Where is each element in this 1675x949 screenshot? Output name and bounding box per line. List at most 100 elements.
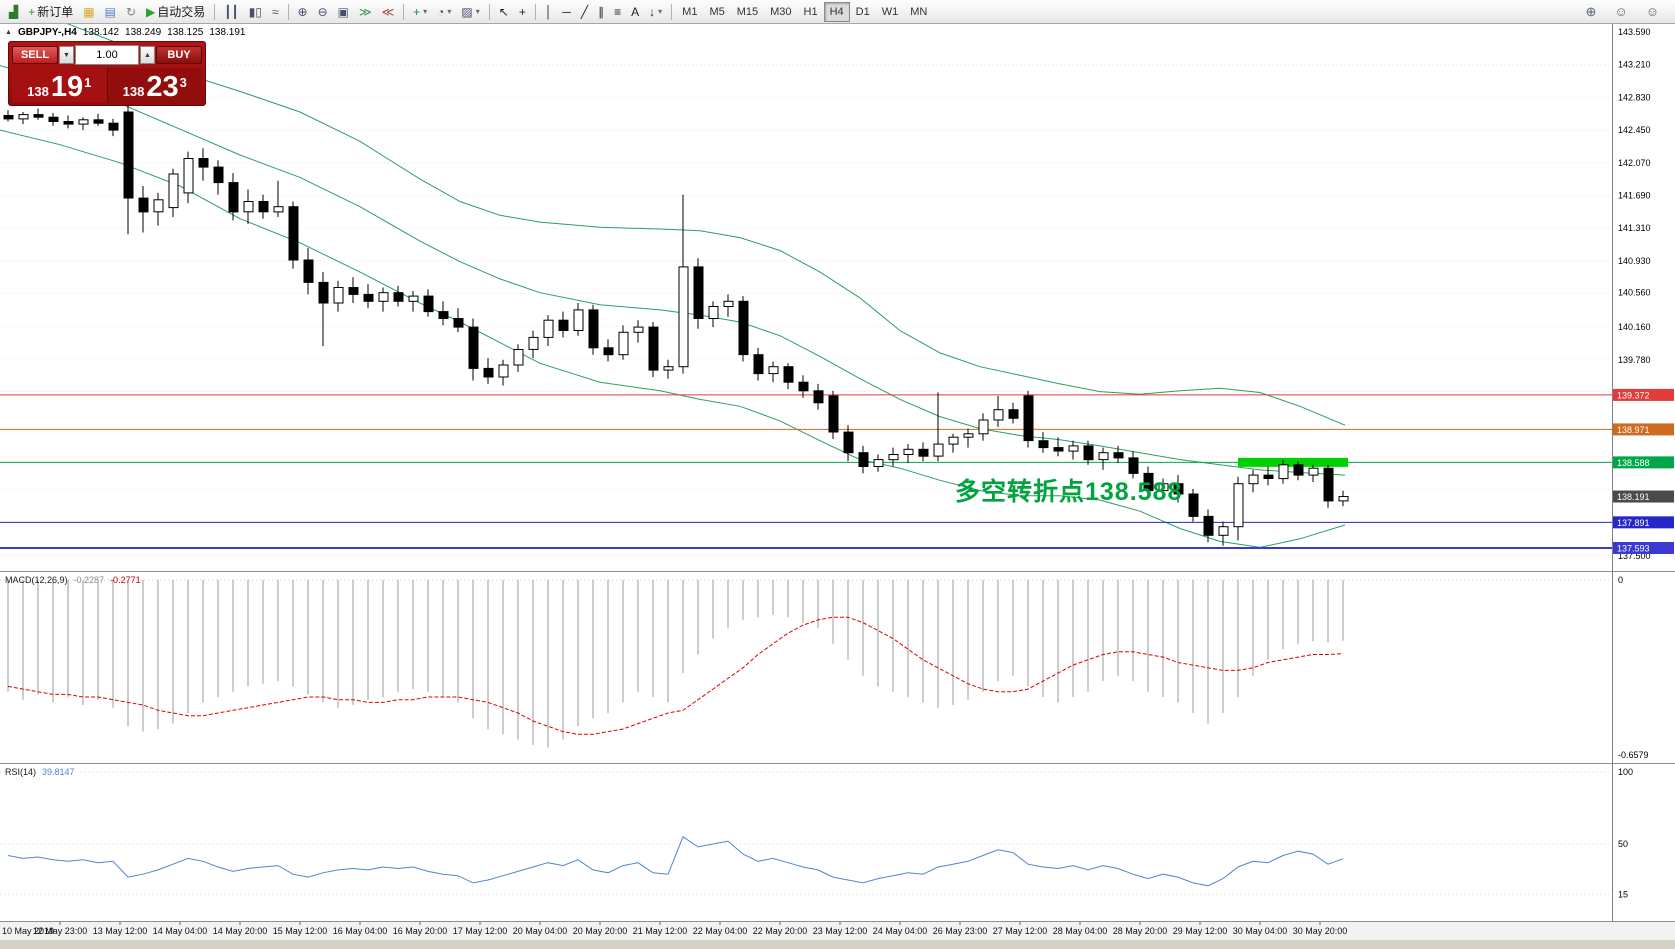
low-value: 138.125 [167, 27, 204, 38]
svg-text:141.690: 141.690 [1618, 190, 1651, 200]
price-badge-137.593: 137.593 [1613, 541, 1674, 554]
buy-dropdown-button[interactable]: ▲ [140, 46, 155, 64]
periods-button[interactable]: ◔ ▾ [433, 2, 455, 22]
profiles-icon[interactable]: ▤ [101, 2, 120, 22]
chart-shift-button[interactable]: ≪ [378, 2, 399, 22]
zoom-in-button[interactable]: ⊕ [294, 2, 312, 22]
new-order-button[interactable]: + 新订单 [24, 2, 77, 22]
fibonacci-tool-glyph: ≡ [614, 4, 622, 19]
text-tool-button[interactable]: A [627, 2, 643, 22]
svg-text:14 May 04:00: 14 May 04:00 [153, 926, 208, 936]
tile-windows-button[interactable]: ▣ [334, 2, 353, 22]
close-value: 138.191 [209, 27, 246, 38]
volume-input[interactable] [76, 46, 138, 64]
bar-chart-type-button[interactable]: ┃┃ [220, 2, 242, 22]
trendline-tool-button[interactable]: ╱ [577, 2, 592, 22]
horizontal-line-tool-button[interactable]: ─ [558, 2, 575, 22]
svg-text:22 May 20:00: 22 May 20:00 [753, 926, 808, 936]
svg-text:138.971: 138.971 [1617, 425, 1650, 435]
crosshair-tool-button[interactable]: + [515, 2, 530, 22]
community-smiley-icon[interactable]: ☺ [1640, 3, 1665, 20]
candle [528, 336, 539, 350]
svg-text:140.560: 140.560 [1618, 288, 1651, 298]
timeframe-m1-button[interactable]: M1 [676, 2, 703, 22]
app-icon[interactable]: ▟ [5, 2, 22, 22]
bar-chart-type-glyph: ┃┃ [224, 4, 239, 19]
sell-button[interactable]: SELL [12, 46, 58, 64]
timeframe-h4-button[interactable]: H4 [823, 1, 850, 22]
candle [963, 433, 974, 438]
candle [1053, 447, 1064, 452]
candle [1158, 483, 1169, 492]
toolbar-separator [534, 3, 536, 20]
svg-text:28 May 04:00: 28 May 04:00 [1053, 926, 1108, 936]
svg-text:12 May 23:00: 12 May 23:00 [33, 926, 88, 936]
candle [1038, 440, 1049, 449]
candle [843, 431, 854, 454]
timeframe-m30-button[interactable]: M30 [764, 2, 797, 22]
candle [513, 349, 524, 366]
price-badge-139.372: 139.372 [1613, 388, 1674, 401]
price-scale[interactable]: 143.590 143.210 142.830 142.450 142.070 141.6… [1618, 27, 1651, 561]
auto-scroll-button[interactable]: ≫ [355, 2, 376, 22]
indicators-button[interactable]: + ▾ [409, 2, 431, 22]
chart-windows-icon[interactable]: ▦ [79, 2, 98, 22]
cursor-tool-button[interactable]: ↖ [495, 2, 513, 22]
arrows-tool-button[interactable]: ↓ ▾ [645, 2, 666, 22]
fibonacci-tool-button[interactable]: ≡ [610, 2, 625, 22]
candle [708, 306, 719, 319]
templates-button[interactable]: ▨ ▾ [457, 2, 483, 22]
periods-glyph: ◔ [437, 4, 445, 19]
vertical-line-tool-button[interactable]: │ [541, 2, 557, 22]
candlestick-type-button[interactable]: ▮▯ [245, 2, 266, 22]
collapse-one-click-icon[interactable]: ▲ [5, 29, 12, 36]
svg-text:26 May 23:00: 26 May 23:00 [933, 926, 988, 936]
candle [1218, 526, 1229, 536]
refresh-icon[interactable]: ↻ [122, 2, 140, 22]
ask-big-digits: 23 [146, 71, 179, 103]
candle [228, 182, 239, 213]
candle [483, 367, 494, 378]
ask-price-display[interactable]: 138 23 3 [107, 68, 202, 103]
timeframe-m5-button[interactable]: M5 [703, 2, 730, 22]
search-icon[interactable]: ⊕ [1580, 3, 1603, 21]
rsi-line [7, 836, 1344, 887]
rsi-legend: RSI(14) 39.8147 [5, 767, 75, 777]
timeframe-d1-button[interactable]: D1 [850, 2, 876, 22]
candle [1143, 472, 1154, 492]
timeframe-m15-button[interactable]: M15 [731, 2, 764, 22]
help-smiley-icon[interactable]: ☺ [1608, 3, 1633, 20]
candle [198, 158, 209, 168]
candle [663, 366, 674, 371]
svg-text:50: 50 [1618, 839, 1628, 849]
svg-text:138.191: 138.191 [1617, 492, 1650, 502]
macd-panel[interactable]: 0 -0.6579 [0, 575, 1649, 760]
caret-down-icon: ▾ [658, 6, 663, 16]
highlight-segment[interactable] [1238, 457, 1348, 467]
timeframe-h1-button[interactable]: H1 [798, 2, 824, 22]
svg-text:23 May 12:00: 23 May 12:00 [813, 926, 868, 936]
bid-big-digits: 19 [50, 71, 84, 103]
sell-dropdown-button[interactable]: ▼ [59, 46, 74, 64]
candle [393, 292, 404, 302]
channel-tool-button[interactable]: ∥ [594, 2, 608, 22]
toolbar-separator [403, 3, 405, 20]
candle [888, 454, 899, 461]
candle [588, 309, 599, 349]
timeframe-mn-button[interactable]: MN [904, 2, 933, 22]
rsi-panel[interactable]: 100 50 15 [0, 767, 1633, 899]
svg-text:13 May 12:00: 13 May 12:00 [93, 926, 148, 936]
autotrading-button[interactable]: ▶ 自动交易 [142, 2, 209, 22]
timeframe-w1-button[interactable]: W1 [876, 2, 905, 22]
line-chart-type-button[interactable]: ≈ [268, 2, 283, 22]
svg-text:30 May 04:00: 30 May 04:00 [1233, 926, 1288, 936]
candle [3, 115, 14, 120]
zoom-out-button[interactable]: ⊖ [314, 2, 332, 22]
svg-text:142.830: 142.830 [1618, 92, 1651, 102]
bid-price-display[interactable]: 138 19 1 [12, 68, 108, 102]
zoom-out-glyph: ⊖ [317, 4, 328, 19]
macd-signal-value: -0.2771 [110, 575, 141, 585]
buy-button[interactable]: BUY [156, 46, 202, 64]
